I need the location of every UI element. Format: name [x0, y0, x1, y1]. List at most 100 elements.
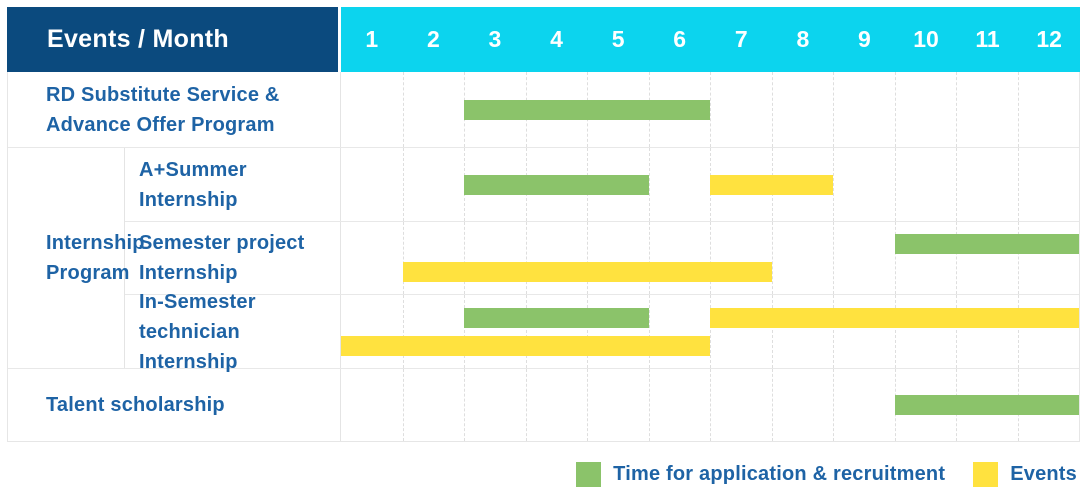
month-grid-cell	[341, 148, 1079, 221]
table-header: Events / Month 1 2 3 4 5 6 7 8 9 10 11 12	[7, 7, 1080, 72]
month-gridline	[833, 295, 834, 368]
month-gridline	[525, 369, 527, 441]
month-header: 1 2 3 4 5 6 7 8 9 10 11 12	[341, 7, 1080, 72]
row-label-line: technician Internship	[139, 320, 240, 373]
gantt-bar-application	[894, 395, 1079, 415]
month-gridline	[464, 295, 465, 368]
month-gridline	[894, 295, 896, 368]
table-row: Semester project Internship	[125, 221, 1079, 294]
month-gridline	[833, 369, 834, 441]
month-gridline	[402, 295, 404, 368]
month-gridline	[833, 148, 834, 221]
gantt-bar-events	[710, 307, 1079, 328]
month-gridline	[648, 148, 650, 221]
month-label: 4	[550, 26, 563, 52]
row-label-line: Semester project	[139, 232, 305, 254]
legend: Time for application & recruitment Event…	[576, 462, 1077, 487]
row-label-line: Advance Offer Program	[46, 113, 275, 136]
month-gridline	[956, 72, 957, 147]
month-grid-cell	[341, 369, 1079, 441]
gantt-bar-application	[464, 307, 649, 328]
table-row: Talent scholarship	[8, 368, 1079, 441]
table-row-group: Internship Program A+Summer Internship Semes…	[8, 147, 1079, 373]
month-gridline	[956, 222, 957, 294]
month-gridline	[894, 148, 896, 221]
month-gridline	[771, 222, 773, 294]
month-gridline	[710, 295, 711, 368]
month-label: 9	[858, 26, 871, 52]
month-gridline	[402, 72, 404, 147]
month-gridline	[956, 148, 957, 221]
month-gridline	[833, 72, 834, 147]
group-label: Internship Program	[8, 148, 145, 368]
row-label: RD Substitute Service & Advance Offer Pro…	[8, 72, 341, 147]
month-label: 11	[975, 26, 1000, 52]
month-gridline	[771, 295, 773, 368]
month-gridline	[771, 369, 773, 441]
month-label: 10	[913, 26, 939, 52]
month-grid-cell	[341, 295, 1079, 368]
table-body: RD Substitute Service & Advance Offer Pro…	[7, 72, 1080, 442]
month-label: 7	[734, 26, 748, 52]
header-gap	[338, 7, 341, 72]
month-gridline	[402, 148, 404, 221]
month-label: 2	[426, 26, 440, 52]
month-gridline	[833, 222, 834, 294]
month-label: 1	[365, 26, 379, 52]
month-gridline	[648, 369, 650, 441]
month-gridline	[648, 295, 650, 368]
month-gridline	[525, 222, 527, 294]
gantt-bar-events	[341, 335, 710, 356]
month-gridline	[710, 222, 711, 294]
gantt-bar-application	[894, 234, 1079, 254]
legend-label-events: Events	[1010, 463, 1077, 485]
month-gridline	[587, 222, 588, 294]
month-label: 8	[796, 26, 810, 52]
month-label: 12	[1036, 26, 1062, 52]
row-label-line: RD Substitute Service &	[46, 83, 280, 106]
row-label: In-Semester technician Internship	[125, 291, 341, 373]
legend-swatch-application	[576, 462, 602, 487]
month-label: 5	[611, 26, 625, 52]
month-gridline	[648, 222, 650, 294]
month-grid-cell	[341, 72, 1079, 147]
gantt-bar-application	[464, 174, 649, 195]
row-label-line: Program	[46, 262, 130, 284]
month-gridline	[956, 295, 957, 368]
row-label: A+Summer Internship	[125, 148, 341, 221]
gantt-bar-events	[710, 174, 833, 195]
month-gridline	[402, 369, 404, 441]
month-gridline	[587, 295, 588, 368]
month-gridline	[587, 369, 588, 441]
month-gridline	[1017, 72, 1019, 147]
month-label: 6	[673, 26, 687, 52]
table-row: RD Substitute Service & Advance Offer Pro…	[8, 72, 1079, 147]
month-gridline	[771, 72, 773, 147]
month-gridline	[464, 222, 465, 294]
subrow-wrap: A+Summer Internship Semester project Intern…	[125, 148, 1079, 373]
events-month-header-cell: Events / Month	[7, 7, 338, 72]
legend-label-application: Time for application & recruitment	[613, 463, 946, 485]
schedule-table: Events / Month 1 2 3 4 5 6 7 8 9 10 11 12 RD Substi…	[7, 7, 1080, 442]
month-grid-cell	[341, 222, 1079, 294]
month-label: 3	[488, 26, 502, 52]
table-row: A+Summer Internship	[125, 148, 1079, 221]
gantt-bar-events	[402, 262, 772, 282]
month-gridline	[402, 222, 404, 294]
row-label-line: Internship	[139, 188, 238, 211]
table-row: In-Semester technician Internship	[125, 291, 1079, 373]
row-label-line: Internship	[46, 232, 145, 254]
row-label-line: A+Summer	[139, 158, 247, 181]
month-gridline	[894, 222, 896, 294]
month-gridline	[464, 369, 465, 441]
month-gridline	[894, 72, 896, 147]
month-gridline	[1017, 222, 1019, 294]
legend-swatch-events	[973, 462, 999, 487]
table-title: Events / Month	[47, 25, 229, 53]
month-gridline	[1017, 295, 1019, 368]
row-label-line: Internship	[139, 262, 238, 284]
row-label: Talent scholarship	[8, 369, 341, 441]
month-gridline	[1017, 148, 1019, 221]
month-gridline	[525, 295, 527, 368]
